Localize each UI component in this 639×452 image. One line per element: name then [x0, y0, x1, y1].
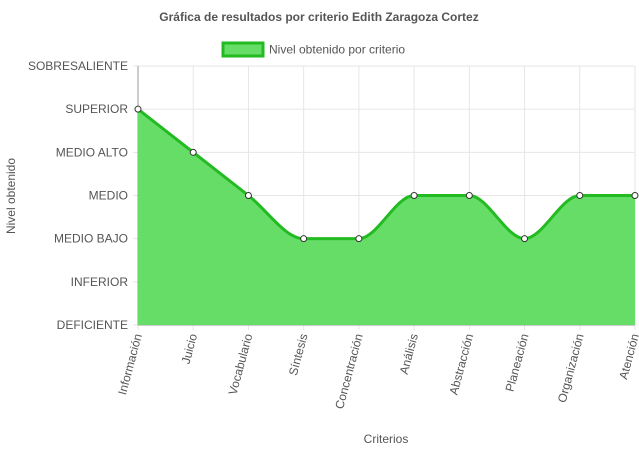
y-axis-title: Nivel obtenido	[4, 158, 18, 234]
x-tick-label: Planeación	[503, 332, 532, 393]
data-point[interactable]	[465, 192, 473, 199]
x-tick-label: Síntesis	[286, 332, 311, 377]
legend-swatch	[221, 41, 265, 58]
y-tick-label: MEDIO ALTO	[56, 145, 128, 159]
x-tick-label: Abstracción	[446, 332, 476, 396]
series-area	[137, 107, 635, 326]
data-point[interactable]	[410, 192, 418, 199]
data-point[interactable]	[355, 235, 363, 243]
y-tick-label: MEDIO	[89, 189, 128, 203]
y-tick-label: MEDIO BAJO	[54, 232, 128, 246]
series-line	[137, 107, 635, 241]
x-axis-title: Criterios	[364, 432, 409, 446]
x-tick-label: Atención	[616, 332, 639, 381]
data-point[interactable]	[631, 192, 639, 199]
y-tick-label: SOBRESALIENTE	[28, 59, 128, 73]
x-tick-label: Juicio	[179, 332, 201, 366]
data-point[interactable]	[134, 105, 142, 113]
x-tick-label: Análisis	[397, 332, 421, 376]
x-tick-label: Vocabulario	[226, 332, 256, 397]
y-tick-label: INFERIOR	[71, 275, 129, 289]
data-points	[134, 105, 639, 243]
data-point[interactable]	[244, 192, 252, 199]
data-point[interactable]	[189, 148, 197, 156]
y-tick-label: SUPERIOR	[65, 102, 128, 116]
x-tick-label: Información	[115, 332, 145, 396]
x-tick-label: Concentración	[332, 332, 366, 410]
data-point[interactable]	[521, 235, 529, 243]
legend-label: Nivel obtenido por criterio	[269, 43, 405, 57]
chart-title: Gráfica de resultados por criterio Edith…	[159, 10, 478, 24]
data-point[interactable]	[576, 192, 584, 199]
x-axis-ticks: Información Juicio Vocabulario Síntesis Conc…	[115, 332, 639, 411]
y-tick-label: DEFICIENTE	[57, 318, 128, 332]
x-tick-label: Organización	[555, 332, 587, 404]
y-axis-ticks: DEFICIENTE INFERIOR MEDIO BAJO MEDIO MEDIO A…	[28, 59, 128, 332]
data-point[interactable]	[300, 235, 308, 243]
legend[interactable]: Nivel obtenido por criterio	[221, 41, 405, 58]
